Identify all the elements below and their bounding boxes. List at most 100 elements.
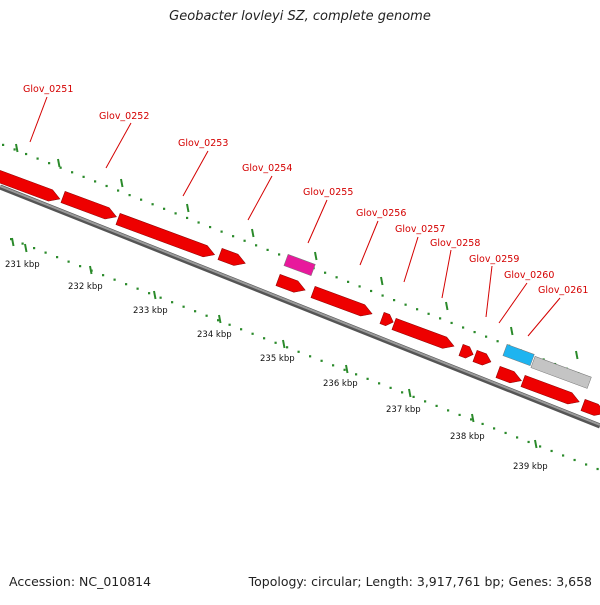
minor-tick <box>562 454 565 457</box>
minor-tick <box>186 216 189 220</box>
gene-glov-0253[interactable] <box>115 213 217 260</box>
major-tick <box>153 290 157 300</box>
major-tick <box>471 413 475 423</box>
minor-tick <box>309 355 312 358</box>
minor-tick <box>182 305 185 308</box>
minor-tick <box>462 326 465 329</box>
leader-line <box>29 96 48 143</box>
leader-line <box>403 236 419 283</box>
minor-tick <box>21 242 24 245</box>
minor-tick <box>485 335 488 338</box>
gene-label[interactable]: Glov_0257 <box>395 224 445 235</box>
minor-tick <box>71 171 74 174</box>
minor-tick <box>48 162 51 165</box>
outer-tick-track <box>2 143 591 379</box>
gene-label[interactable]: Glov_0253 <box>178 138 228 149</box>
minor-tick <box>297 350 300 353</box>
minor-tick <box>240 328 243 331</box>
leader-line <box>485 265 493 318</box>
scale-label: 235 kbp <box>260 354 295 364</box>
gene-label[interactable]: Glov_0252 <box>99 111 149 122</box>
minor-tick <box>278 253 281 256</box>
minor-tick <box>94 180 97 183</box>
gene-glov-0252[interactable] <box>60 191 119 222</box>
minor-tick <box>205 314 208 317</box>
scale-label: 232 kbp <box>68 282 103 292</box>
gene-edge[interactable] <box>580 399 600 419</box>
minor-tick <box>44 251 47 254</box>
gene-glov-0254[interactable] <box>217 248 247 269</box>
minor-tick <box>67 260 70 263</box>
minor-tick <box>140 198 143 201</box>
scale-label: 239 kbp <box>513 462 548 472</box>
backbone-track <box>0 184 600 429</box>
minor-tick <box>355 373 358 376</box>
major-tick <box>314 251 318 261</box>
gene-glov-0257[interactable] <box>310 286 374 319</box>
gene-glov-0260b[interactable] <box>495 366 524 386</box>
minor-tick <box>378 382 381 385</box>
minor-tick <box>2 143 5 146</box>
gene-label[interactable]: Glov_0261 <box>538 285 588 296</box>
major-tick <box>15 143 19 153</box>
minor-tick <box>105 184 108 188</box>
gene-label[interactable]: Glov_0255 <box>303 187 353 198</box>
scale-label: 237 kbp <box>386 405 421 415</box>
minor-tick <box>36 157 39 160</box>
minor-tick <box>232 235 235 238</box>
gene-label[interactable]: Glov_0256 <box>356 208 406 219</box>
gene-glov-0261[interactable] <box>530 356 592 389</box>
minor-tick <box>596 467 599 471</box>
gene-glov-0259[interactable] <box>458 344 475 360</box>
major-tick <box>380 276 384 286</box>
minor-tick <box>163 207 166 210</box>
leader-line <box>247 175 273 221</box>
leader-line <box>307 199 328 244</box>
major-tick <box>24 243 28 253</box>
gene-glov-0256[interactable] <box>275 274 307 295</box>
gene-label[interactable]: Glov_0260 <box>504 270 554 281</box>
minor-tick <box>243 239 246 242</box>
minor-tick <box>286 346 289 349</box>
minor-tick <box>263 337 266 340</box>
minor-tick <box>102 274 105 277</box>
leader-line <box>105 122 132 169</box>
gene-glov-0258b[interactable] <box>391 318 456 351</box>
minor-tick <box>10 238 13 241</box>
minor-tick <box>197 221 200 224</box>
gene-track <box>0 170 600 419</box>
leader-line <box>441 249 452 299</box>
genome-title: Geobacter lovleyi SZ, complete genome <box>169 9 431 24</box>
gene-glov-0251[interactable] <box>0 170 62 204</box>
gene-label[interactable]: Glov_0258 <box>430 238 480 249</box>
minor-tick <box>416 308 419 311</box>
scale-label: 238 kbp <box>450 432 485 442</box>
gene-glov-0258[interactable] <box>379 312 395 327</box>
gene-glov-0259b[interactable] <box>472 350 493 367</box>
gene-label[interactable]: Glov_0254 <box>242 163 292 174</box>
gene-glov-0261b[interactable] <box>520 375 581 407</box>
minor-tick <box>585 463 588 466</box>
minor-tick <box>266 248 269 252</box>
scale-label: 234 kbp <box>197 330 232 340</box>
gene-glov-0255[interactable] <box>283 254 316 277</box>
gene-label[interactable]: Glov_0259 <box>469 254 519 265</box>
minor-tick <box>151 203 154 206</box>
minor-tick <box>217 319 220 322</box>
major-tick <box>120 178 124 188</box>
gene-label[interactable]: Glov_0251 <box>23 84 73 95</box>
minor-tick <box>366 377 369 380</box>
minor-tick <box>13 148 16 151</box>
minor-tick <box>358 285 361 288</box>
minor-tick <box>493 427 496 430</box>
minor-tick <box>324 271 327 274</box>
gene-glov-0260[interactable] <box>502 344 535 367</box>
major-tick <box>11 237 15 247</box>
minor-tick <box>220 230 223 233</box>
major-tick <box>345 364 349 374</box>
minor-tick <box>527 440 530 444</box>
minor-tick <box>335 276 338 279</box>
minor-tick <box>447 409 450 412</box>
